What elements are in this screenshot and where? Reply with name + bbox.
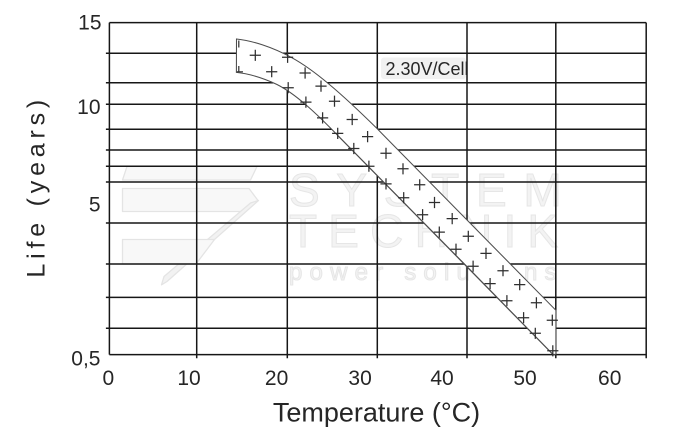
svg-text:15: 15 <box>78 12 101 35</box>
svg-text:2.30V/Cell: 2.30V/Cell <box>386 59 469 79</box>
svg-text:30: 30 <box>348 367 371 390</box>
svg-text:0: 0 <box>102 367 114 390</box>
svg-text:10: 10 <box>177 367 200 390</box>
svg-text:0,5: 0,5 <box>71 348 100 371</box>
svg-text:10: 10 <box>77 96 100 119</box>
svg-text:Temperature (°C): Temperature (°C) <box>273 398 480 428</box>
svg-text:Life (years): Life (years) <box>23 95 51 278</box>
svg-text:50: 50 <box>513 367 536 390</box>
svg-text:40: 40 <box>430 367 453 390</box>
svg-text:5: 5 <box>89 194 101 217</box>
svg-text:20: 20 <box>265 367 288 390</box>
svg-text:60: 60 <box>598 367 621 390</box>
